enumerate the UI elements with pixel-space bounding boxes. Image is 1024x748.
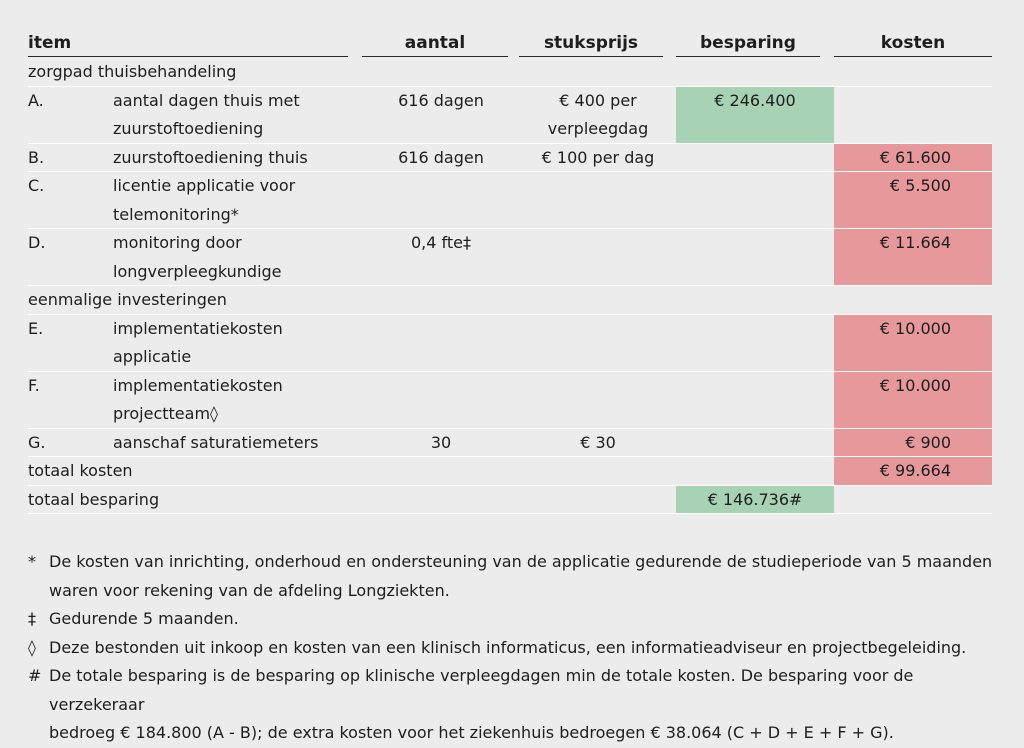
footnote-text: De kosten van inrichting, onderhoud en o…: [49, 552, 993, 571]
footnote-symbol: *: [28, 552, 36, 571]
header-stuksprijs: stuksprijs: [519, 26, 663, 57]
total-costs-label: totaal kosten: [28, 461, 133, 480]
table-row-d: D. monitoring door longverpleegkundige 0,…: [28, 229, 992, 286]
table-header: item aantal stuksprijs besparing kosten: [28, 26, 992, 58]
footnote-symbol: #: [28, 666, 42, 685]
section-row-eenmalig: eenmalige investeringen: [28, 286, 992, 315]
footnote-hash: # De totale besparing is de besparing op…: [28, 662, 998, 748]
row-kosten: € 10.000: [834, 371, 992, 428]
row-item: aanschaf saturatiemeters: [113, 432, 319, 452]
table-row-c: C. licentie applicatie voor telemonitorin…: [28, 172, 992, 229]
row-kosten: € 11.664: [834, 229, 992, 285]
footnote-symbol: ◊: [28, 637, 36, 657]
row-aantal: 30: [430, 432, 452, 452]
row-kosten: € 10.000: [834, 314, 992, 371]
row-stuksprijs: € 30: [580, 432, 616, 452]
footnote-text: De totale besparing is de besparing op k…: [49, 666, 914, 714]
cost-table: item aantal stuksprijs besparing kosten …: [28, 26, 992, 514]
total-savings-value: € 146.736#: [676, 485, 834, 513]
row-item: monitoring door longverpleegkundige: [113, 233, 282, 281]
row-besparing: € 246.400: [676, 86, 834, 143]
table-row-e: E. implementatiekosten applicatie € 10.00…: [28, 314, 992, 372]
row-letter: E.: [28, 318, 44, 338]
row-item: aantal dagen thuis met zuurstoftoediening: [113, 90, 300, 139]
row-kosten: € 61.600: [834, 143, 992, 171]
footnote-text: Deze bestonden uit inkoop en kosten van …: [49, 637, 967, 657]
header-besparing: besparing: [676, 26, 820, 57]
total-savings-row: totaal besparing € 146.736#: [28, 485, 992, 514]
row-item: licentie applicatie voor telemonitoring*: [113, 176, 296, 224]
footnote-asterisk: * De kosten van inrichting, onderhoud en…: [28, 548, 998, 605]
header-aantal: aantal: [362, 26, 508, 57]
footnote-text: Gedurende 5 maanden.: [49, 609, 239, 628]
row-letter: B.: [28, 147, 45, 167]
table-row-g: G. aanschaf saturatiemeters 30 € 30 € 90…: [28, 428, 992, 457]
row-aantal: 0,4 fte‡: [411, 233, 471, 252]
footnote-double-dagger: ‡ Gedurende 5 maanden.: [28, 605, 998, 634]
footnote-symbol: ‡: [28, 609, 36, 628]
row-aantal: 616 dagen: [398, 147, 484, 167]
row-letter: D.: [28, 233, 46, 252]
section-label: eenmalige investeringen: [28, 290, 227, 309]
section-row-zorgpad: zorgpad thuisbehandeling: [28, 58, 992, 87]
total-costs-value: € 99.664: [834, 457, 992, 485]
total-costs-row: totaal kosten € 99.664: [28, 457, 992, 486]
table-row-b: B. zuurstoftoediening thuis 616 dagen € …: [28, 143, 992, 172]
row-item: implementatiekosten applicatie: [113, 318, 283, 367]
row-kosten: € 900: [834, 428, 992, 456]
table-row-a: A. aantal dagen thuis met zuurstoftoedien…: [28, 86, 992, 144]
row-item: implementatiekosten projectteam◊: [113, 375, 283, 424]
header-item: item: [28, 26, 348, 57]
table-row-f: F. implementatiekosten projectteam◊ € 10.…: [28, 371, 992, 429]
row-aantal: 616 dagen: [398, 90, 484, 110]
footnote-text: bedroeg € 184.800 (A - B); de extra kost…: [49, 723, 894, 742]
footnotes: * De kosten van inrichting, onderhoud en…: [28, 548, 998, 748]
row-stuksprijs: € 100 per dag: [541, 147, 655, 167]
header-kosten: kosten: [834, 26, 992, 57]
row-item: zuurstoftoediening thuis: [113, 147, 308, 167]
row-letter: A.: [28, 90, 44, 110]
row-letter: G.: [28, 432, 46, 452]
footnote-text: waren voor rekening van de afdeling Long…: [49, 580, 450, 600]
row-letter: F.: [28, 375, 40, 395]
total-savings-label: totaal besparing: [28, 489, 160, 509]
footnote-lozenge: ◊ Deze bestonden uit inkoop en kosten va…: [28, 634, 998, 663]
row-kosten: € 5.500: [834, 172, 992, 228]
row-stuksprijs: € 400 per verpleegdag: [547, 90, 649, 139]
section-label: zorgpad thuisbehandeling: [28, 62, 237, 81]
row-letter: C.: [28, 176, 45, 195]
